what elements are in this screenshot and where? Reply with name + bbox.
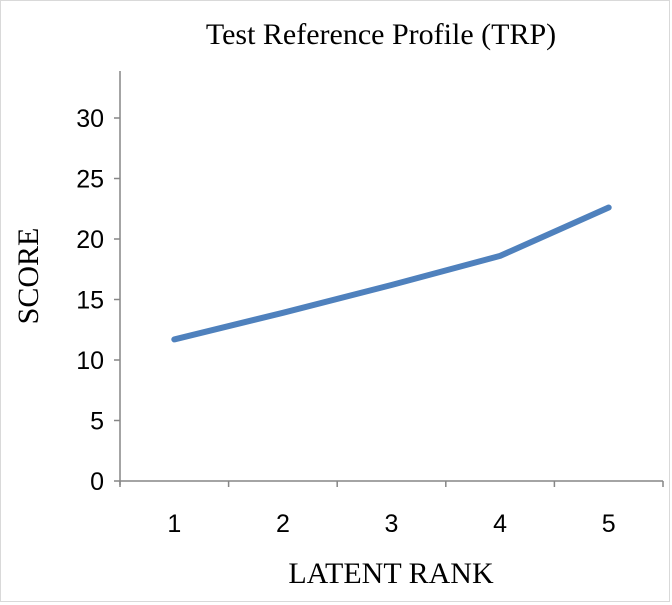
series-line [171,204,612,343]
x-tick-label: 4 [493,510,507,538]
chart-title: Test Reference Profile (TRP) [206,18,556,51]
y-tick-label: 10 [76,347,104,375]
x-tick-label: 3 [385,510,399,538]
x-tick-label: 2 [276,510,290,538]
y-tick-label: 15 [76,287,104,315]
y-tick-label: 30 [76,105,104,133]
x-tick-label: 5 [602,510,616,538]
y-axis-title: SCORE [12,228,45,325]
y-axis-ticks: 0 5 10 15 20 25 30 [76,105,120,496]
y-tick-label: 20 [76,226,104,254]
y-tick-label: 5 [90,408,104,436]
x-tick-label: 1 [167,510,181,538]
y-tick-label: 0 [90,468,104,496]
x-axis-ticks: 1 2 3 4 5 [119,481,664,538]
y-tick-label: 25 [76,166,104,194]
x-axis-title: LATENT RANK [288,557,494,590]
